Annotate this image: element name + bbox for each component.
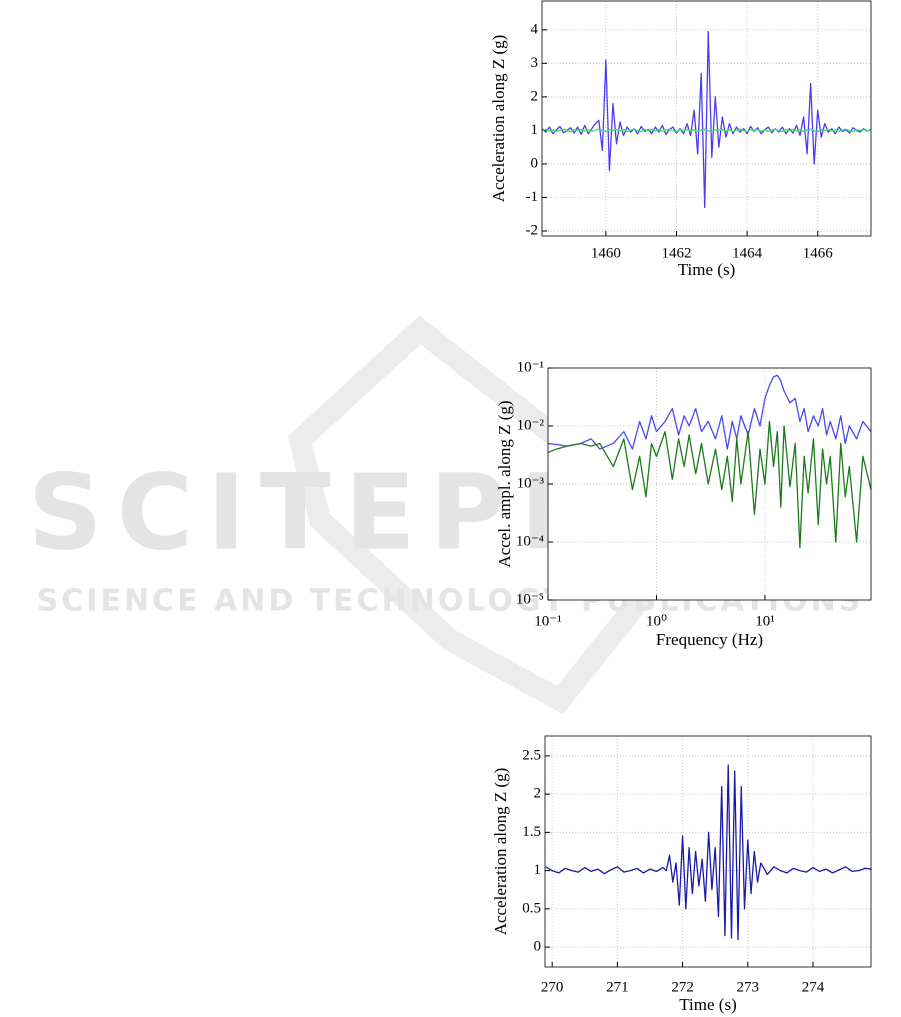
series-line <box>542 128 871 133</box>
y-tick-label: 2.5 <box>522 747 541 763</box>
y-tick-label: 10⁻³ <box>517 475 545 491</box>
series-line <box>541 30 871 209</box>
chart: 0 0.5 1 1.5 2 2.5 270 271 272 273 274 Time (s) Accel… <box>491 735 872 1014</box>
series-line <box>545 764 872 941</box>
y-tick-label: -2 <box>526 222 539 238</box>
x-tick-label: 1466 <box>803 245 834 261</box>
x-axis-label: Frequency (Hz) <box>656 630 763 649</box>
y-tick-label: 10⁻¹ <box>517 359 544 375</box>
chart: -2 -1 0 1 2 3 4 1460 1462 1464 1466 Time (s) Acceler… <box>489 0 872 279</box>
series-line <box>547 420 872 549</box>
y-tick-label: 2 <box>534 786 542 802</box>
x-tick-label: 10⁻¹ <box>534 613 561 629</box>
x-tick-label: 270 <box>541 979 564 995</box>
chart: 10⁻⁵ 10⁻⁴ 10⁻³ 10⁻² 10⁻¹ 10⁻¹ 10⁰ 10¹Frequency … <box>495 359 872 649</box>
x-tick-label: 1462 <box>661 245 691 261</box>
y-tick-label: 1 <box>531 122 539 138</box>
y-tick-label: 10⁻⁴ <box>516 533 544 549</box>
y-tick-label: 1.5 <box>522 824 541 840</box>
y-tick-label: 0 <box>531 155 539 171</box>
x-tick-label: 1460 <box>591 245 621 261</box>
y-tick-label: 2 <box>531 88 539 104</box>
watermark-logo <box>287 315 653 715</box>
y-axis-label: Accel. ampl. along Z (g) <box>495 400 514 567</box>
series-line <box>547 374 872 450</box>
y-tick-label: 3 <box>531 55 539 71</box>
x-tick-label: 274 <box>802 979 825 995</box>
x-tick-label: 273 <box>737 979 760 995</box>
plot-frame <box>547 367 872 601</box>
x-axis-label: Time (s) <box>678 260 735 279</box>
x-axis-label: Time (s) <box>679 995 736 1014</box>
plot-area <box>548 368 871 600</box>
y-axis-label: Acceleration along Z (g) <box>489 35 508 203</box>
x-tick-label: 10⁰ <box>646 613 667 629</box>
x-tick-label: 10¹ <box>755 613 775 629</box>
y-tick-label: 0.5 <box>522 900 541 916</box>
y-tick-label: 10⁻² <box>517 417 545 433</box>
y-axis-label: Acceleration along Z (g) <box>491 768 510 936</box>
y-tick-label: 10⁻⁵ <box>516 591 544 607</box>
y-tick-label: -1 <box>526 189 539 205</box>
plot-frame <box>544 735 872 968</box>
x-tick-label: 1464 <box>732 245 763 261</box>
y-tick-label: 4 <box>531 21 539 37</box>
plot-frame <box>541 0 872 237</box>
x-tick-label: 271 <box>606 979 629 995</box>
y-tick-label: 0 <box>534 939 542 955</box>
x-tick-label: 272 <box>671 979 694 995</box>
y-tick-label: 1 <box>534 862 542 878</box>
